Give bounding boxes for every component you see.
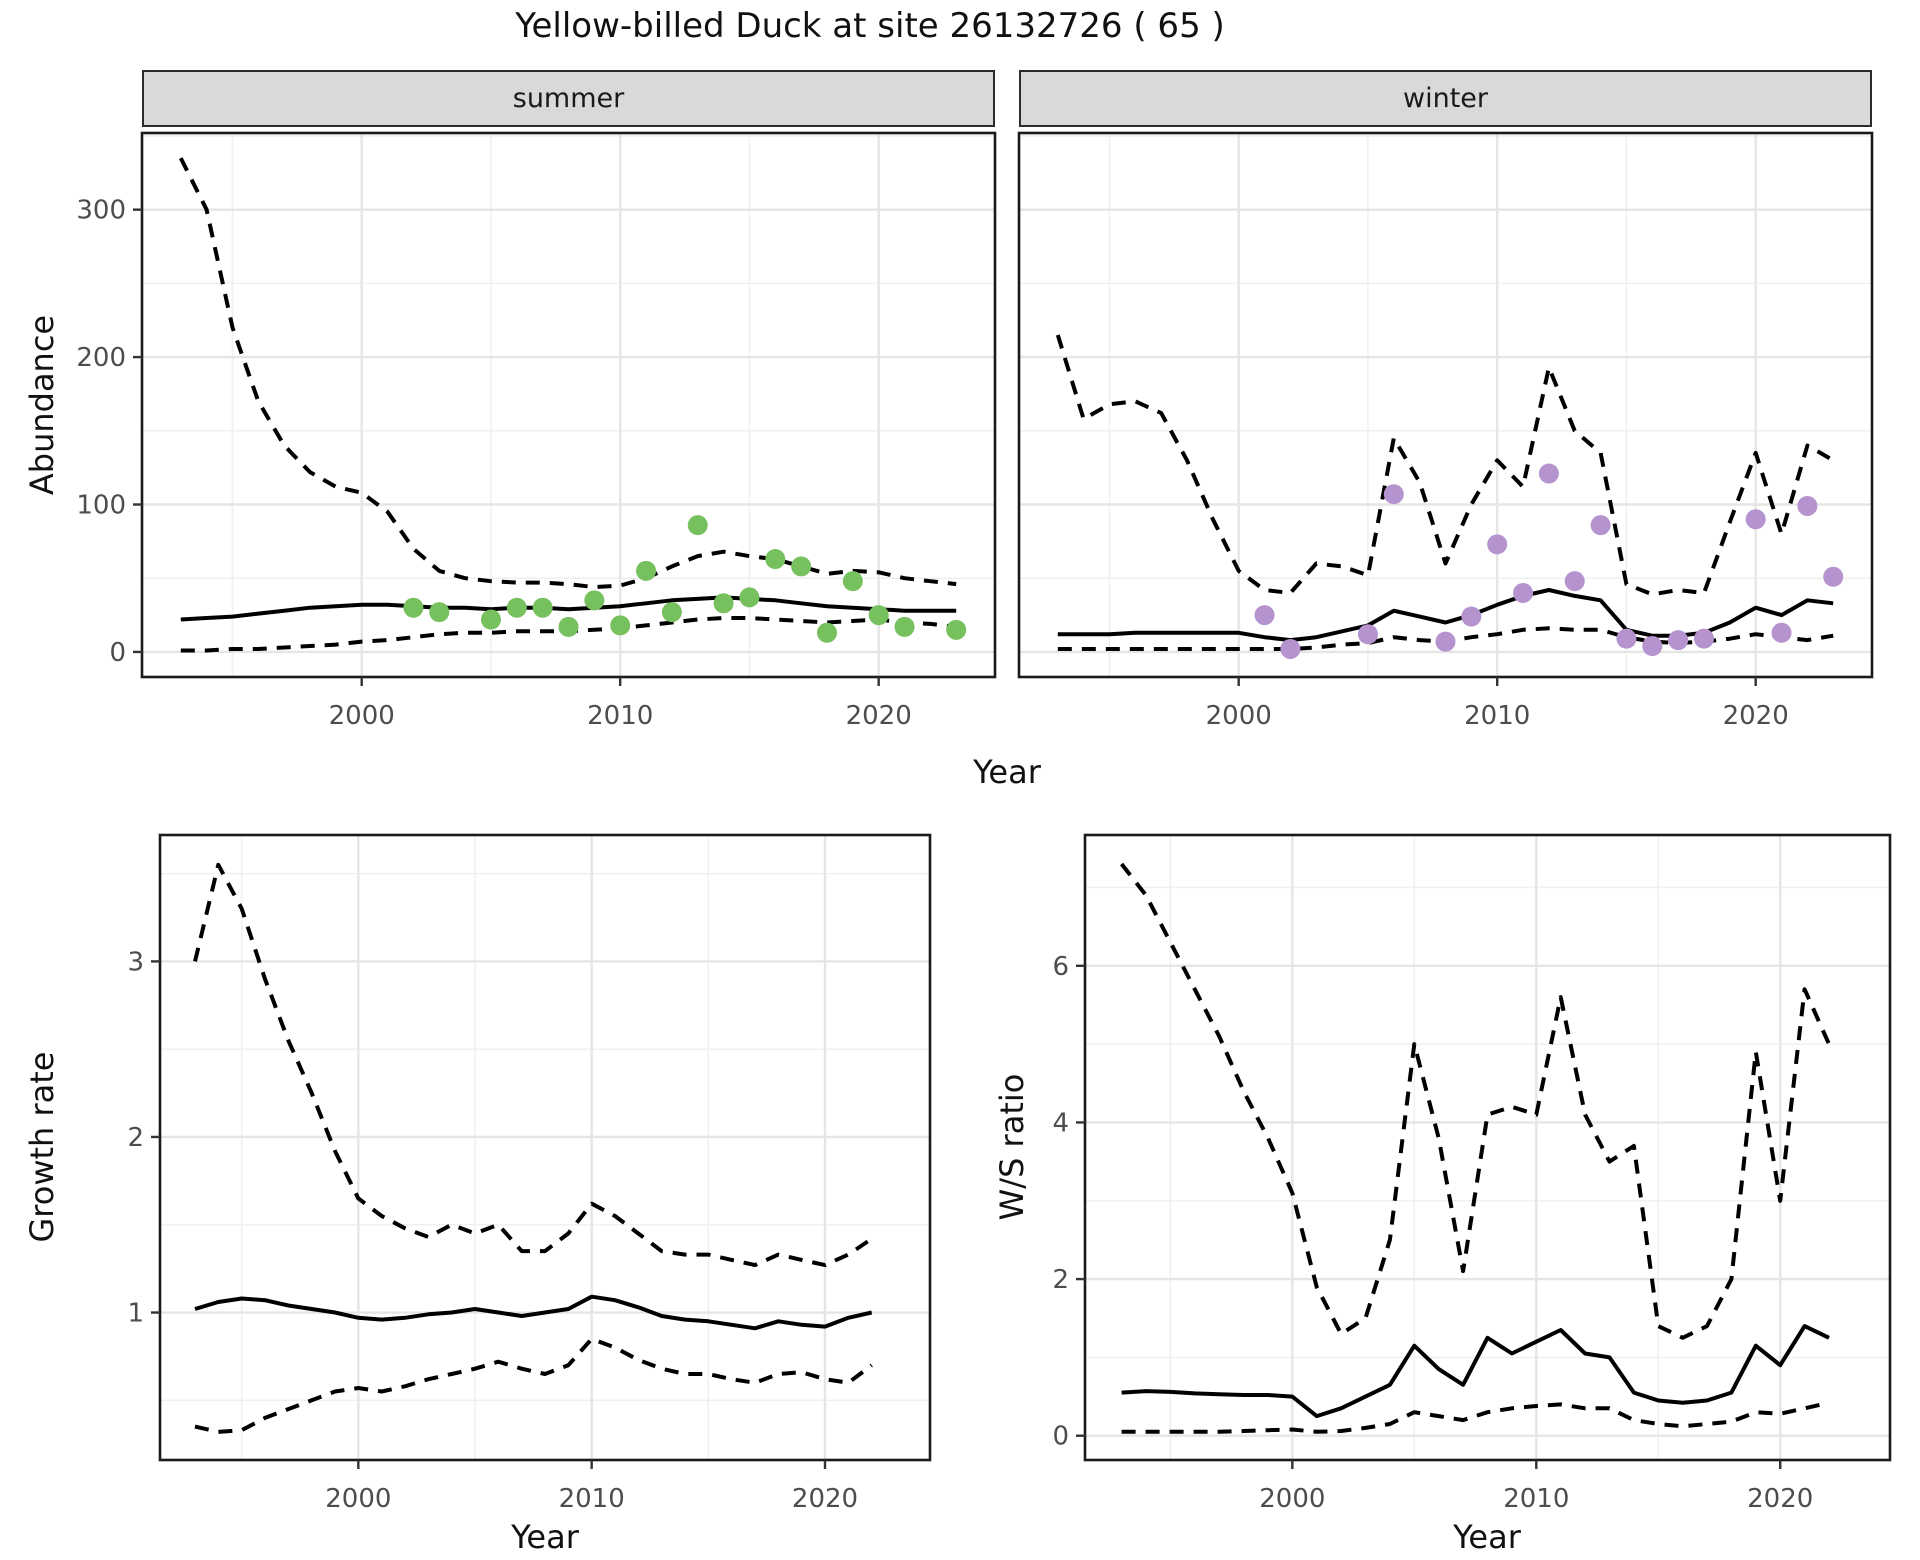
facet-strip-winter: winter (1019, 70, 1872, 127)
data-point (584, 590, 605, 611)
data-point (610, 615, 631, 636)
x-tick-label: 2010 (1464, 701, 1530, 731)
panel-growth-rate: 2000 2010 2020 1 2 3 (127, 833, 932, 1514)
data-point (1254, 605, 1275, 626)
data-point (1693, 628, 1714, 649)
y-tick-label: 0 (1052, 1422, 1069, 1452)
x-tick-label: 2020 (846, 701, 912, 731)
data-point (1538, 463, 1559, 484)
x-tick-label: 2010 (559, 1484, 625, 1514)
data-point (791, 556, 812, 577)
data-point (1745, 509, 1766, 530)
page-title: Yellow-billed Duck at site 26132726 ( 65… (515, 6, 1225, 46)
data-point (1435, 631, 1456, 652)
y-tick-label: 2 (127, 1123, 144, 1153)
data-point (480, 609, 501, 630)
x-axis-title-year-bottom-left: Year (511, 1518, 579, 1556)
data-point (1564, 571, 1585, 592)
y-tick-label: 300 (76, 196, 126, 226)
data-point (558, 616, 579, 637)
data-point (868, 605, 889, 626)
data-point (506, 597, 527, 618)
data-point (661, 602, 682, 623)
facet-strip-summer: summer (142, 70, 995, 127)
data-point (1590, 515, 1611, 536)
data-point (739, 587, 760, 608)
panel-border (1083, 833, 1892, 1462)
data-point (713, 593, 734, 614)
y-tick-label: 3 (127, 947, 144, 977)
data-point (1357, 624, 1378, 645)
data-point (765, 549, 786, 570)
y-tick-label: 100 (76, 491, 126, 521)
x-tick-label: 2000 (1206, 701, 1272, 731)
y-tick-label: 6 (1052, 952, 1069, 982)
y-tick-label: 4 (1052, 1108, 1069, 1138)
data-point (403, 597, 424, 618)
x-tick-label: 2020 (1723, 701, 1789, 731)
data-point (1280, 638, 1301, 659)
x-tick-label: 2000 (1259, 1484, 1325, 1514)
x-tick-label: 2020 (1747, 1484, 1813, 1514)
y-tick-label: 200 (76, 343, 126, 373)
data-point (1771, 622, 1792, 643)
panel-ws-ratio: 2000 2010 2020 0 2 4 6 (1052, 833, 1892, 1514)
data-point (1797, 495, 1818, 516)
series-estimate (1121, 1324, 1830, 1419)
panel-background-ws-ratio (1085, 835, 1890, 1460)
x-tick-label: 2000 (325, 1484, 391, 1514)
panel-abundance-winter: 2000 2010 2020 (1017, 131, 1874, 731)
y-tick-label: 0 (109, 638, 126, 668)
facet-label-summer: summer (512, 83, 625, 114)
series-observed-counts (403, 515, 967, 643)
data-point (894, 616, 915, 637)
data-point (1616, 628, 1637, 649)
panel-background-abundance-winter (1019, 133, 1872, 677)
data-point (842, 571, 863, 592)
data-point (429, 602, 450, 623)
y-tick-label: 2 (1052, 1265, 1069, 1295)
data-point (1461, 606, 1482, 627)
data-point (816, 622, 837, 643)
series-upper-ci (193, 862, 873, 1268)
panel-border (1017, 131, 1874, 679)
series-upper-ci (1120, 862, 1831, 1340)
panel-background-abundance-summer (142, 133, 995, 677)
facet-label-winter: winter (1403, 83, 1488, 114)
data-point (687, 515, 708, 536)
series-upper-ci (179, 157, 957, 590)
data-point (1642, 636, 1663, 657)
data-point (1513, 582, 1534, 603)
x-tick-label: 2010 (1503, 1484, 1569, 1514)
data-point (636, 560, 657, 581)
x-axis-title-year-bottom-right: Year (1453, 1518, 1521, 1556)
series-estimate (194, 1294, 873, 1331)
data-point (532, 597, 553, 618)
data-point (946, 619, 967, 640)
data-point (1383, 484, 1404, 505)
data-point (1668, 630, 1689, 651)
x-tick-label: 2010 (587, 701, 653, 731)
series-upper-ci (1055, 334, 1835, 597)
x-axis-title-year-top: Year (973, 753, 1041, 791)
panel-abundance-summer: 2000 2010 2020 0 100 200 300 (76, 131, 997, 731)
panel-border (158, 833, 932, 1462)
y-tick-label: 1 (127, 1299, 144, 1329)
x-tick-label: 2020 (792, 1484, 858, 1514)
data-point (1823, 566, 1844, 587)
data-point (1487, 534, 1508, 555)
x-tick-label: 2000 (329, 701, 395, 731)
panel-border (140, 131, 997, 679)
series-observed-counts (1254, 463, 1844, 659)
series-estimate (180, 595, 957, 622)
panel-background-growth-rate (160, 835, 930, 1460)
